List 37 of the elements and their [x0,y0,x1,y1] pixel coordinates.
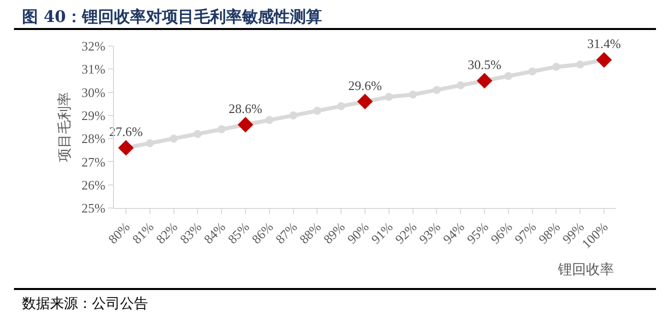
source-note: 数据来源：公司公告 [14,288,656,318]
point [408,90,417,99]
point [384,92,393,101]
y-tick-label: 30% [82,84,106,100]
y-axis-title: 项目毛利率 [57,92,74,162]
point [528,67,536,76]
y-tick-label: 26% [82,177,106,192]
point [432,86,441,94]
point [170,134,178,143]
point [218,125,226,134]
point [238,116,254,132]
point [504,72,512,80]
data-label: 29.6% [348,78,382,93]
data-label: 31.4% [587,36,622,52]
y-tick-label: 29% [82,108,106,123]
point [456,81,465,90]
y-tick-label: 27% [82,154,106,170]
y-tick-label: 32% [82,38,106,54]
y-tick-label: 28% [82,131,106,146]
point [194,130,202,138]
y-tick-label: 25% [82,200,106,216]
point [337,102,346,110]
point [265,116,274,124]
point [476,72,492,89]
point [596,52,612,68]
chart-title: 图 40：锂回收率对项目毛利率敏感性测算 [14,4,656,30]
x-axis-title: 锂回收率 [557,262,614,278]
point [357,94,373,110]
data-label: 28.6% [228,100,262,116]
point [552,62,560,71]
point [313,106,322,115]
point [118,140,134,156]
y-tick-label: 31% [82,62,106,77]
point [146,139,154,148]
data-label: 30.5% [468,56,502,72]
point [576,60,584,69]
point [289,111,298,120]
